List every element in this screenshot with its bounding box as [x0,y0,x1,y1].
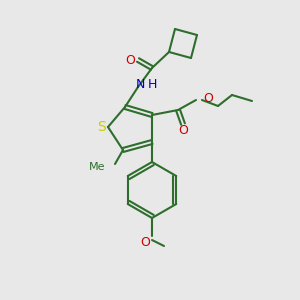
Text: O: O [178,124,188,137]
Text: O: O [140,236,150,248]
Text: N: N [135,77,145,91]
Text: S: S [97,120,105,134]
Text: H: H [147,77,157,91]
Text: O: O [125,53,135,67]
Text: Me: Me [88,162,105,172]
Text: O: O [203,92,213,104]
